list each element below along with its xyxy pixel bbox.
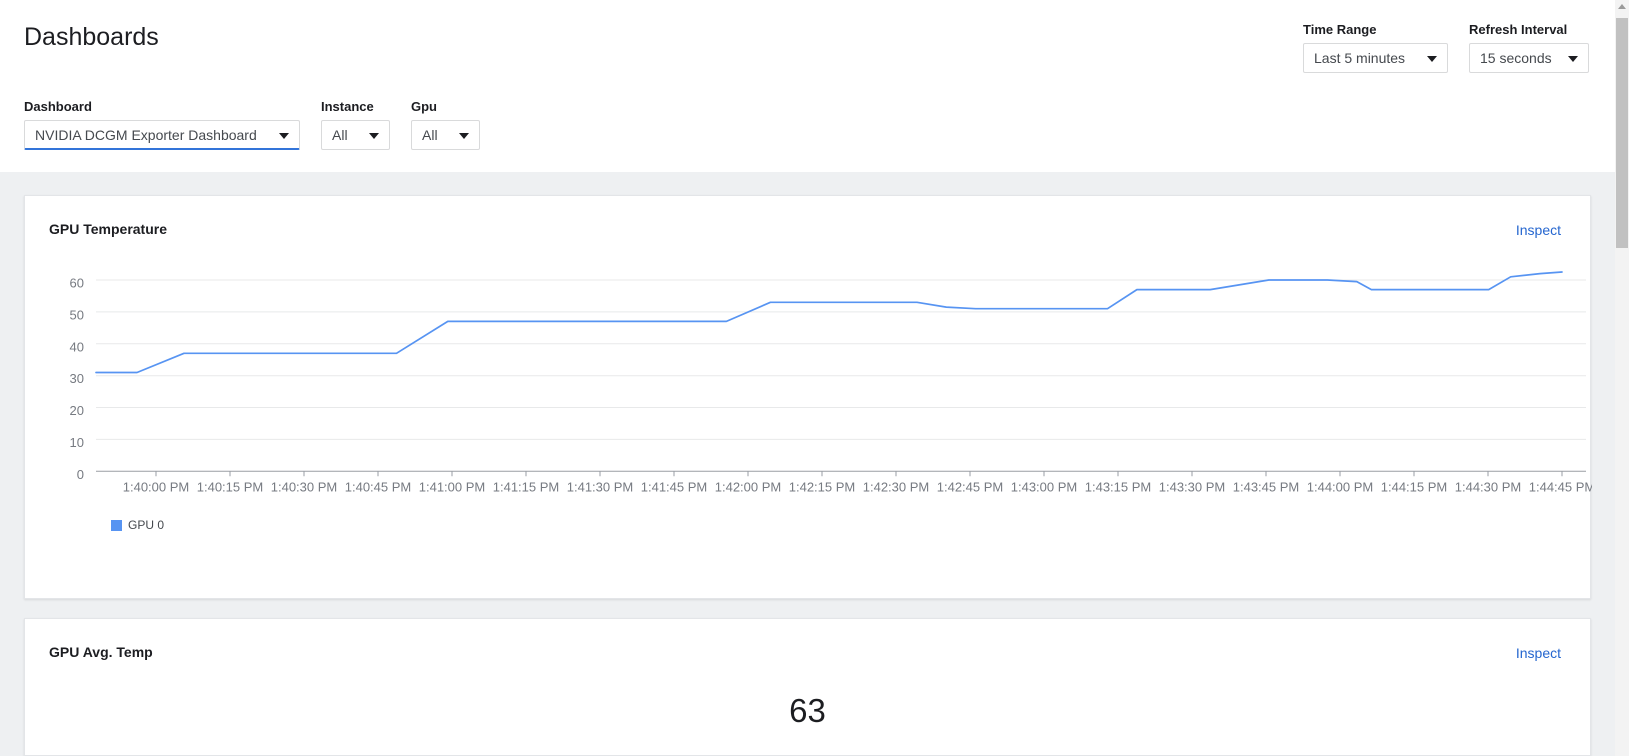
svg-text:1:43:45 PM: 1:43:45 PM [1233, 479, 1300, 494]
svg-text:1:44:45 PM: 1:44:45 PM [1529, 479, 1592, 494]
svg-text:1:41:45 PM: 1:41:45 PM [641, 479, 708, 494]
svg-text:1:41:15 PM: 1:41:15 PM [493, 479, 560, 494]
svg-text:1:42:15 PM: 1:42:15 PM [789, 479, 856, 494]
svg-text:10: 10 [70, 435, 84, 450]
svg-text:1:44:00 PM: 1:44:00 PM [1307, 479, 1374, 494]
svg-text:50: 50 [70, 307, 84, 322]
svg-text:0: 0 [77, 467, 84, 482]
svg-text:1:42:45 PM: 1:42:45 PM [937, 479, 1004, 494]
svg-text:1:44:30 PM: 1:44:30 PM [1455, 479, 1522, 494]
svg-text:1:42:30 PM: 1:42:30 PM [863, 479, 930, 494]
svg-text:1:40:45 PM: 1:40:45 PM [345, 479, 412, 494]
svg-text:1:43:15 PM: 1:43:15 PM [1085, 479, 1152, 494]
svg-text:40: 40 [70, 339, 84, 354]
svg-text:1:40:30 PM: 1:40:30 PM [271, 479, 338, 494]
svg-text:1:43:30 PM: 1:43:30 PM [1159, 479, 1226, 494]
svg-text:30: 30 [70, 371, 84, 386]
svg-text:1:41:00 PM: 1:41:00 PM [419, 479, 486, 494]
svg-text:1:41:30 PM: 1:41:30 PM [567, 479, 634, 494]
svg-text:1:40:15 PM: 1:40:15 PM [197, 479, 264, 494]
svg-text:1:44:15 PM: 1:44:15 PM [1381, 479, 1448, 494]
svg-text:60: 60 [70, 276, 84, 291]
svg-text:20: 20 [70, 403, 84, 418]
svg-text:1:42:00 PM: 1:42:00 PM [715, 479, 782, 494]
svg-text:1:40:00 PM: 1:40:00 PM [123, 479, 190, 494]
svg-text:1:43:00 PM: 1:43:00 PM [1011, 479, 1078, 494]
